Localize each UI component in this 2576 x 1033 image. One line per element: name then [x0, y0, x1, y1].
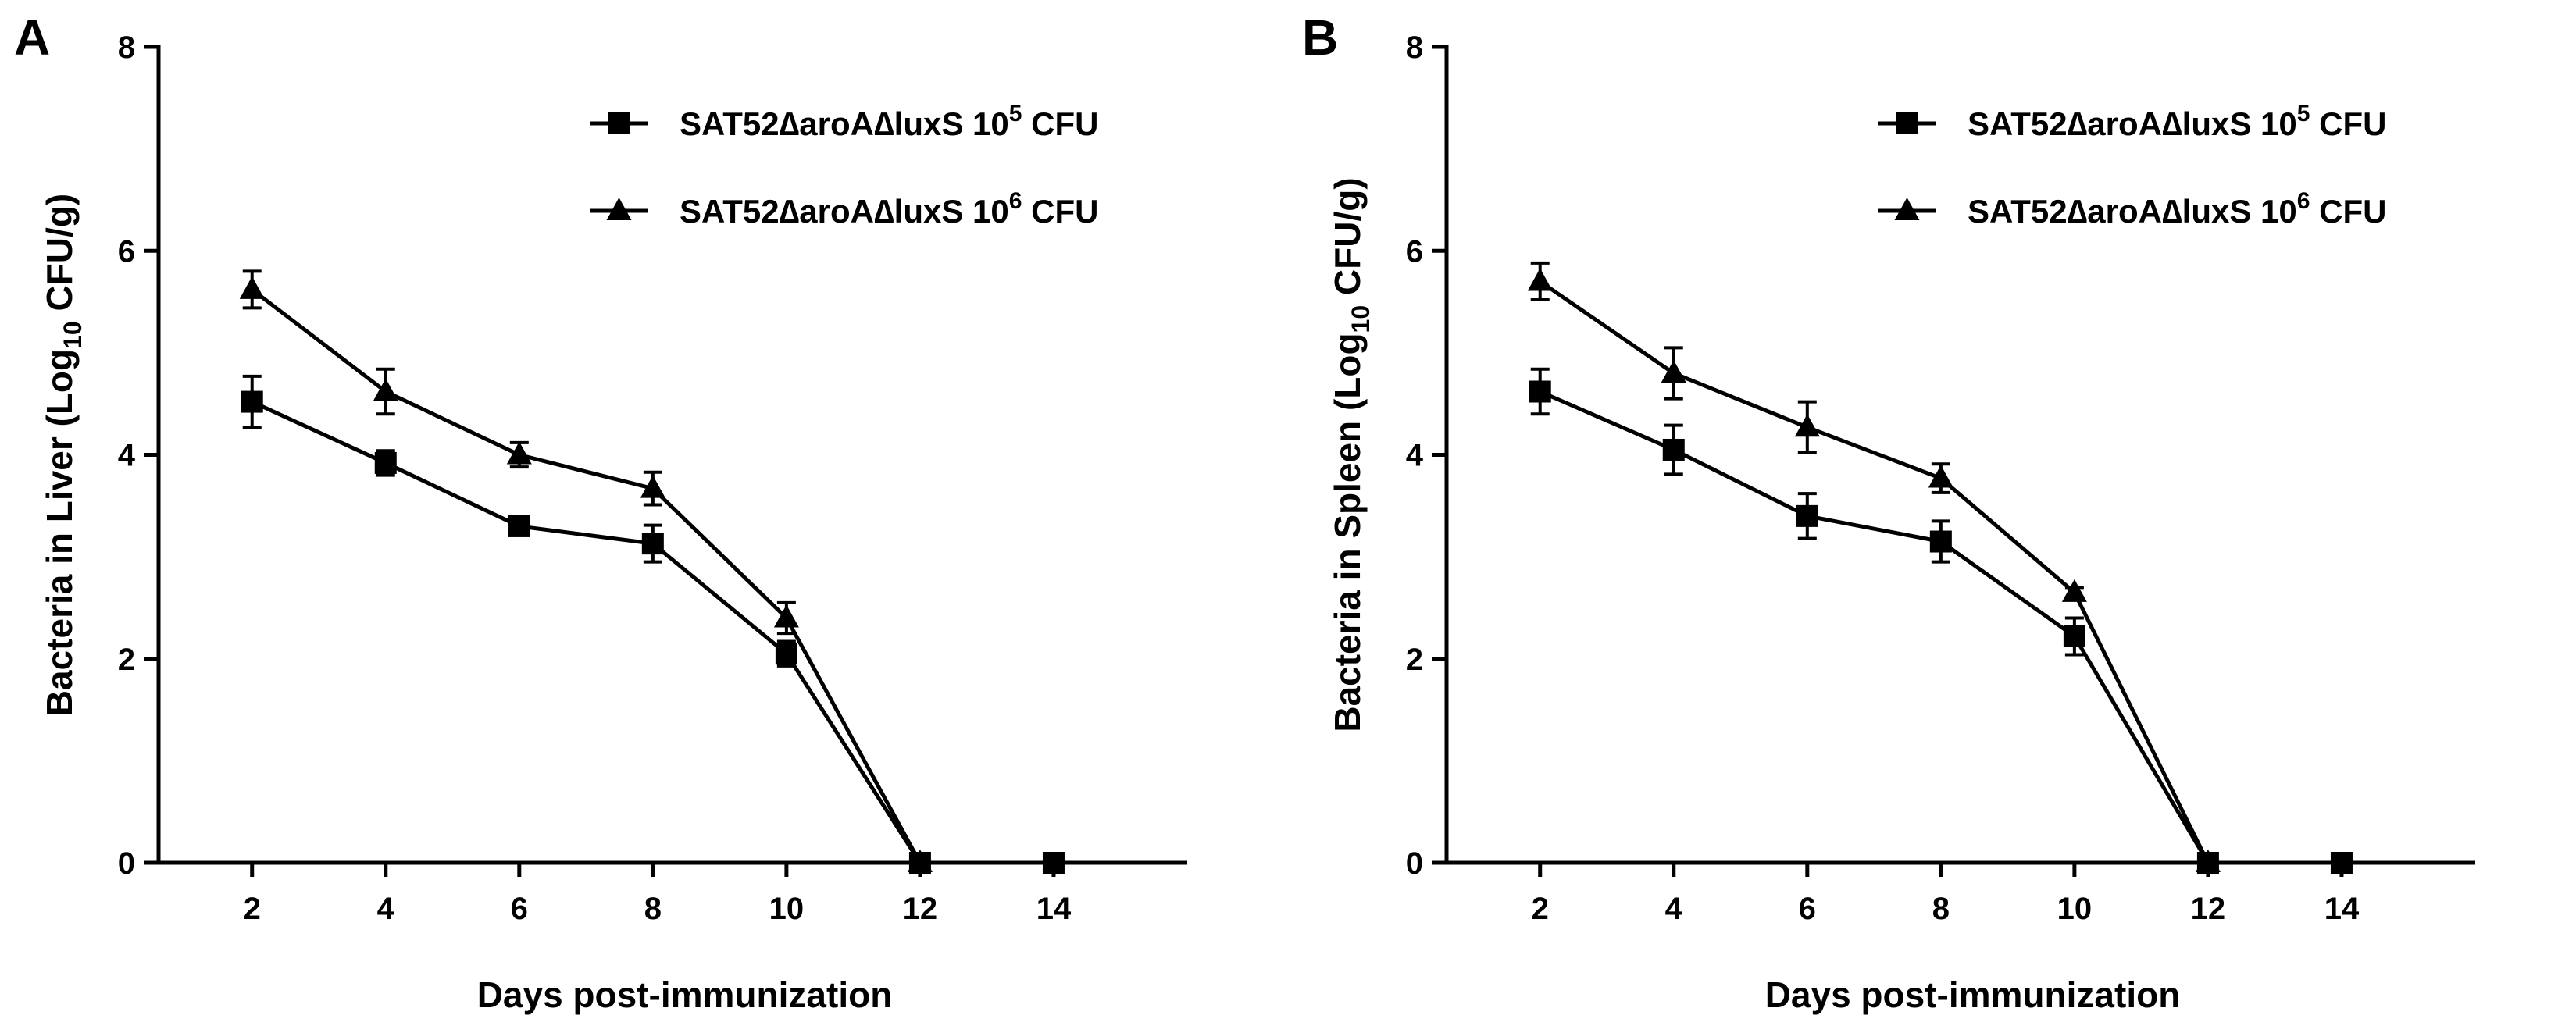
y-tick-label: 8	[118, 30, 135, 65]
panel-letter: B	[1302, 9, 1338, 66]
y-axis-title-main: Bacteria in Spleen (Log	[1327, 333, 1368, 732]
legend-label-unit: CFU	[1022, 105, 1098, 142]
y-tick-label: 2	[1406, 643, 1423, 677]
x-tick-label: 4	[377, 892, 395, 926]
data-point-triangle	[1661, 360, 1686, 383]
y-tick-label: 6	[118, 234, 135, 269]
x-tick-label: 2	[1532, 892, 1549, 926]
legend-label-exponent: 6	[1009, 188, 1022, 214]
y-tick-label: 0	[118, 846, 135, 881]
legend-marker-square	[608, 112, 630, 134]
legend-label-unit: CFU	[1022, 193, 1098, 230]
legend-item: SAT52∆aroA∆luxS 106 CFU	[1878, 188, 2386, 230]
legend-label: SAT52∆aroA∆luxS 106 CFU	[680, 188, 1098, 230]
data-point-square	[2063, 625, 2085, 648]
y-axis-title-main: Bacteria in Liver (Log	[39, 349, 80, 716]
x-tick-label: 14	[1036, 892, 1072, 926]
legend-marker-triangle	[1894, 198, 1920, 220]
x-tick-label: 4	[1665, 892, 1683, 926]
x-axis-title: Days post-immunization	[477, 974, 893, 1015]
data-point-square	[374, 451, 397, 474]
y-axis-title: Bacteria in Liver (Log10 CFU/g)	[39, 194, 87, 716]
data-point-triangle	[2061, 579, 2087, 602]
chart-panel-a: A 0 2 4 6 8 2 4 6 8 10 12 14 Days post-immunization Ba…	[14, 9, 1187, 1015]
y-tick-label: 2	[118, 643, 135, 677]
x-tick-label: 10	[769, 892, 805, 926]
spleen-chart: B 0 2 4 6 8 2 4 6 8 10 12 14 Days post-immunization Ba…	[1302, 9, 2475, 1015]
y-tick-label: 4	[118, 439, 136, 473]
x-tick-label: 10	[2057, 892, 2093, 926]
legend-label-name: SAT52∆aroA∆luxS 10	[680, 193, 1009, 230]
legend-label-exponent: 6	[2297, 188, 2310, 214]
y-axis-title-subscript: 10	[59, 321, 87, 349]
series-line	[251, 287, 922, 864]
data-point-square	[1796, 504, 1818, 527]
data-point-triangle	[907, 850, 933, 872]
legend-item: SAT52∆aroA∆luxS 106 CFU	[590, 188, 1098, 230]
y-tick-label: 0	[1406, 846, 1423, 881]
data-point-square	[1929, 530, 1952, 553]
data-point-square	[508, 515, 530, 537]
x-axis-title: Days post-immunization	[1765, 974, 2181, 1015]
chart-panel-b: B 0 2 4 6 8 2 4 6 8 10 12 14 Days post-immunization Ba…	[1288, 0, 2576, 1033]
legend-label-exponent: 5	[1009, 101, 1022, 126]
data-point-triangle	[1527, 268, 1553, 291]
data-point-square	[775, 643, 797, 665]
liver-chart: A 0 2 4 6 8 2 4 6 8 10 12 14 Days post-immunization Ba…	[14, 9, 1187, 1015]
y-tick-label: 8	[1406, 30, 1423, 65]
data-point-square	[1042, 852, 1065, 874]
legend-label: SAT52∆aroA∆luxS 105 CFU	[680, 101, 1098, 142]
legend-label-name: SAT52∆aroA∆luxS 10	[680, 105, 1009, 142]
panel-letter: A	[14, 9, 50, 66]
y-tick-label: 4	[1406, 439, 1424, 473]
data-point-triangle	[1794, 414, 1820, 437]
x-tick-label: 14	[2324, 892, 2360, 926]
legend-label: SAT52∆aroA∆luxS 106 CFU	[1968, 188, 2386, 230]
x-tick-label: 6	[511, 892, 528, 926]
data-point-triangle	[773, 604, 799, 628]
x-tick-label: 6	[1799, 892, 1816, 926]
y-axis-title-unit: CFU/g)	[39, 194, 80, 322]
legend-label-unit: CFU	[2310, 193, 2386, 230]
x-tick-label: 12	[2191, 892, 2226, 926]
data-point-triangle	[640, 475, 665, 498]
data-point-triangle	[506, 441, 532, 465]
series-1	[1529, 367, 2353, 874]
series-2	[239, 269, 933, 872]
y-axis-title-subscript: 10	[1347, 305, 1375, 333]
legend-label-exponent: 5	[2297, 101, 2310, 126]
series-line	[1539, 390, 2342, 865]
data-point-square	[641, 533, 664, 555]
y-tick-label: 6	[1406, 234, 1423, 269]
legend-marker-square	[1896, 112, 1918, 134]
x-tick-label: 2	[244, 892, 261, 926]
data-point-square	[241, 390, 263, 413]
series-line	[1539, 280, 2210, 864]
legend-label-name: SAT52∆aroA∆luxS 10	[1968, 105, 2297, 142]
data-point-square	[2330, 852, 2353, 874]
series-2	[1527, 261, 2221, 872]
y-axis-title: Bacteria in Spleen (Log10 CFU/g)	[1327, 177, 1375, 732]
legend-marker-triangle	[606, 198, 632, 220]
data-point-triangle	[239, 276, 265, 299]
data-point-square	[1662, 438, 1685, 461]
data-point-triangle	[2195, 850, 2221, 872]
legend-item: SAT52∆aroA∆luxS 105 CFU	[590, 101, 1098, 142]
legend-item: SAT52∆aroA∆luxS 105 CFU	[1878, 101, 2386, 142]
x-tick-label: 12	[903, 892, 938, 926]
y-axis-title-unit: CFU/g)	[1327, 177, 1368, 305]
legend-label-unit: CFU	[2310, 105, 2386, 142]
legend-label-name: SAT52∆aroA∆luxS 10	[1968, 193, 2297, 230]
series-1	[241, 374, 1065, 874]
data-point-square	[1529, 380, 1551, 403]
legend-label: SAT52∆aroA∆luxS 105 CFU	[1968, 101, 2386, 142]
x-tick-label: 8	[1932, 892, 1950, 926]
x-tick-label: 8	[644, 892, 662, 926]
data-point-triangle	[1928, 465, 1953, 488]
data-point-triangle	[373, 378, 398, 401]
